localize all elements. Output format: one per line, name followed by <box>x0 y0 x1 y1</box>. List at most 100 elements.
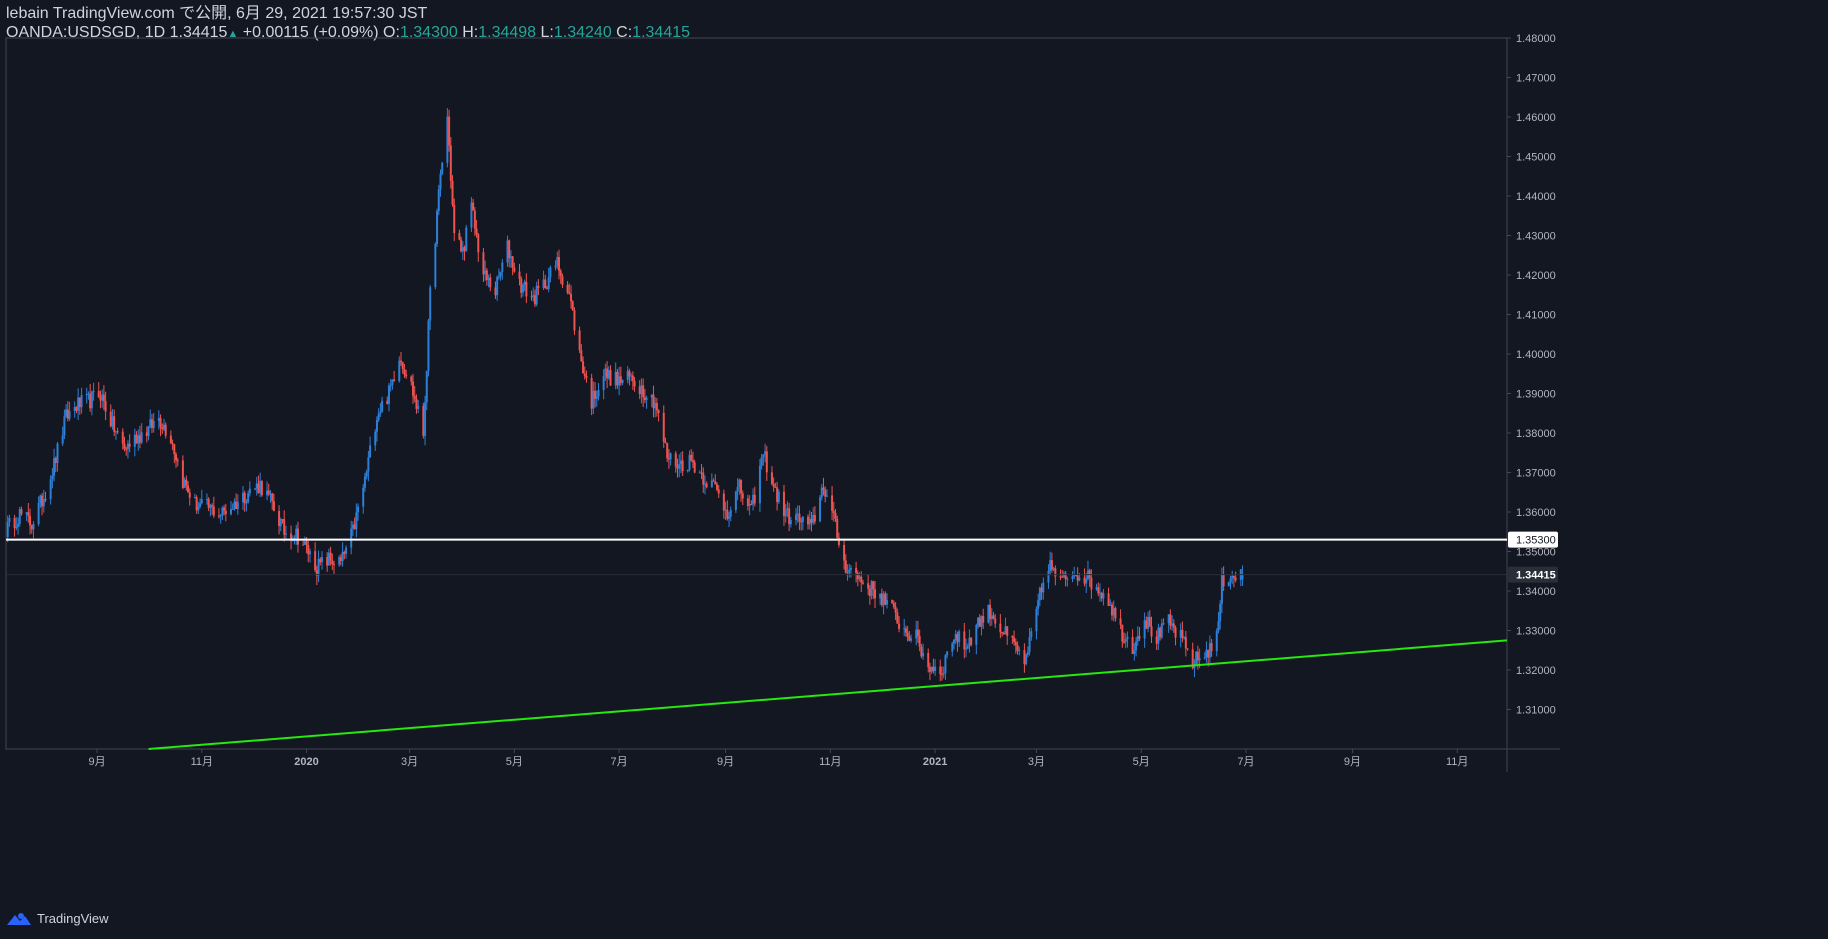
candle-body <box>303 541 306 545</box>
candle-body <box>939 666 942 675</box>
candle-body <box>870 581 873 596</box>
candle-body <box>765 451 768 473</box>
candle-body <box>477 234 480 253</box>
low-value: 1.34240 <box>553 24 612 41</box>
high-value: 1.34498 <box>478 24 537 41</box>
candle-body <box>413 395 416 399</box>
candle-body <box>619 376 622 384</box>
candle-body <box>1124 639 1127 643</box>
candle-body <box>63 416 66 436</box>
price-tick-label: 1.44000 <box>1516 191 1556 203</box>
candle-body <box>1038 587 1041 601</box>
candle-body <box>722 493 725 511</box>
candle-body <box>489 277 492 288</box>
candle-body <box>193 497 196 499</box>
candle-body <box>506 240 509 263</box>
candle-body <box>219 515 222 517</box>
candle-body <box>537 285 540 289</box>
candle-body <box>236 502 239 510</box>
candle-body <box>229 508 232 515</box>
high-label: H: <box>462 24 479 41</box>
candle-body <box>1013 637 1016 643</box>
candle-body <box>66 409 69 419</box>
candle-body <box>472 202 475 211</box>
candle-body <box>271 493 274 502</box>
candle-body <box>1114 607 1117 619</box>
candle-body <box>1241 574 1244 580</box>
candle-body <box>415 398 418 409</box>
candle-body <box>181 460 184 488</box>
candle-body <box>989 604 992 620</box>
time-tick-label: 5月 <box>1133 756 1150 768</box>
candle-body <box>679 460 682 465</box>
candle-body <box>171 443 174 445</box>
candle-body <box>777 491 780 503</box>
candle-body <box>1150 626 1153 637</box>
candle-body <box>1147 617 1150 629</box>
candle-body <box>434 243 437 288</box>
candle-body <box>17 523 20 527</box>
candle-body <box>68 410 71 419</box>
candle-body <box>102 394 105 402</box>
candle-body <box>843 544 846 561</box>
candle-body <box>231 508 234 510</box>
candle-body <box>521 284 524 293</box>
candle-body <box>908 636 911 641</box>
candle-body <box>267 490 270 495</box>
candle-body <box>626 370 629 380</box>
candle-body <box>705 483 708 488</box>
candle-body <box>1088 570 1091 578</box>
candle-body <box>317 559 320 576</box>
candle-body <box>621 379 624 384</box>
candle-body <box>1138 636 1141 639</box>
candle-body <box>353 524 356 530</box>
candle-body <box>367 457 370 472</box>
candle-body <box>1061 576 1064 578</box>
last-price-label: 1.34415 <box>1516 570 1556 582</box>
publish-info: lebain TradingView.com で公開, 6月 29, 2021 … <box>6 5 428 22</box>
candle-body <box>746 498 749 507</box>
candle-body <box>1126 637 1129 640</box>
candle-body <box>561 276 564 285</box>
tradingview-footer[interactable]: TradingView <box>6 911 109 926</box>
candle-body <box>764 451 767 455</box>
candle-body <box>77 397 80 411</box>
candle-body <box>774 486 777 488</box>
candle-body <box>427 320 430 371</box>
candle-body <box>820 487 823 498</box>
candle-body <box>121 431 124 444</box>
candle-body <box>1059 576 1062 578</box>
candle-body <box>726 509 729 519</box>
candle-body <box>573 310 576 331</box>
candle-body <box>32 524 35 530</box>
candle-body <box>1109 604 1112 606</box>
candle-body <box>934 666 937 671</box>
candle-body <box>197 506 200 511</box>
candle-body <box>578 330 581 351</box>
candle-body <box>861 582 864 584</box>
candle-body <box>824 490 827 497</box>
candle-body <box>1229 578 1232 583</box>
candle-body <box>772 483 775 487</box>
candle-body <box>308 551 311 555</box>
candle-body <box>916 629 919 636</box>
candle-body <box>484 270 487 275</box>
candle-body <box>44 499 47 501</box>
candle-body <box>1234 577 1237 581</box>
candle-body <box>269 493 272 495</box>
candle-body <box>453 204 456 233</box>
candle-body <box>585 375 588 378</box>
candle-body <box>278 510 281 527</box>
candle-body <box>1205 649 1208 658</box>
candle-body <box>1219 603 1222 622</box>
close-label: C: <box>616 24 633 41</box>
candle-body <box>662 412 665 442</box>
candle-body <box>1131 637 1134 654</box>
time-tick-label: 2020 <box>294 756 318 768</box>
time-tick-label: 11月 <box>819 756 841 768</box>
support-trend-line[interactable] <box>148 639 1508 750</box>
candle-body <box>884 593 887 605</box>
candle-body <box>1054 568 1057 577</box>
candle-body <box>738 479 741 488</box>
